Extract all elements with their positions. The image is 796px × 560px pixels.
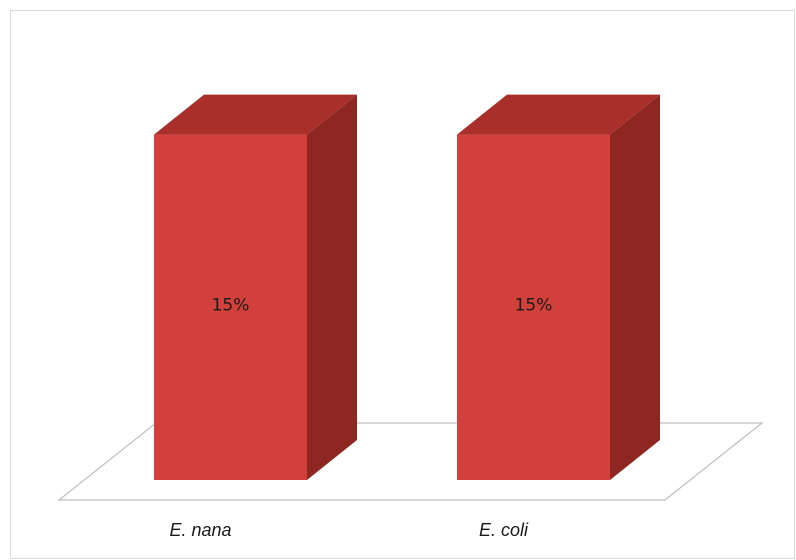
labels-layer: 15% E. nana 15% E. coli	[169, 295, 552, 540]
bar-top-face	[457, 94, 660, 135]
bar-top-face	[154, 94, 357, 135]
data-label: 15%	[515, 295, 553, 315]
bar-front-face	[154, 134, 307, 481]
data-label: 15%	[212, 295, 250, 315]
bar	[154, 94, 357, 481]
bar-side-face	[307, 94, 357, 481]
category-label: E. nana	[169, 520, 231, 540]
bar-chart: 15% E. nana 15% E. coli	[57, 94, 764, 540]
bar-front-face	[457, 134, 610, 481]
category-label: E. coli	[479, 520, 529, 540]
bar	[457, 94, 660, 481]
bar-side-face	[610, 94, 660, 481]
chart-frame: 15% E. nana 15% E. coli	[10, 10, 795, 559]
bars-layer	[154, 94, 660, 481]
